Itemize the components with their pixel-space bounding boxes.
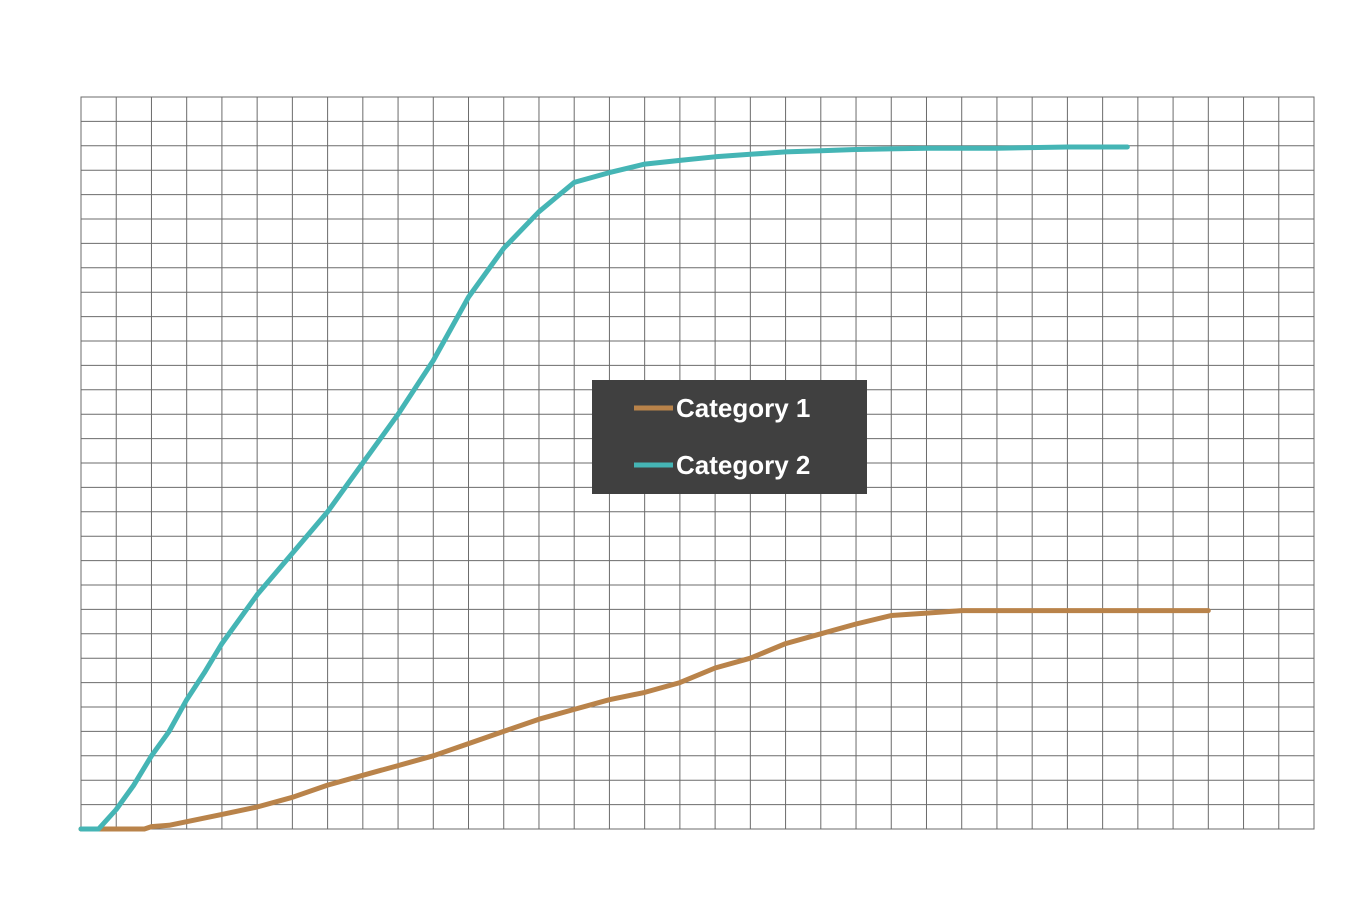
legend-label-category-1: Category 1: [676, 393, 810, 423]
legend-background: [592, 380, 867, 494]
series-line-category-2: [78, 144, 1130, 832]
chart-legend: Category 1 Category 2: [592, 380, 867, 494]
series-layer: [78, 144, 1211, 832]
plot-area-frame: [80, 96, 1315, 830]
legend-label-category-2: Category 2: [676, 450, 810, 480]
series-line-category-1: [78, 608, 1211, 832]
